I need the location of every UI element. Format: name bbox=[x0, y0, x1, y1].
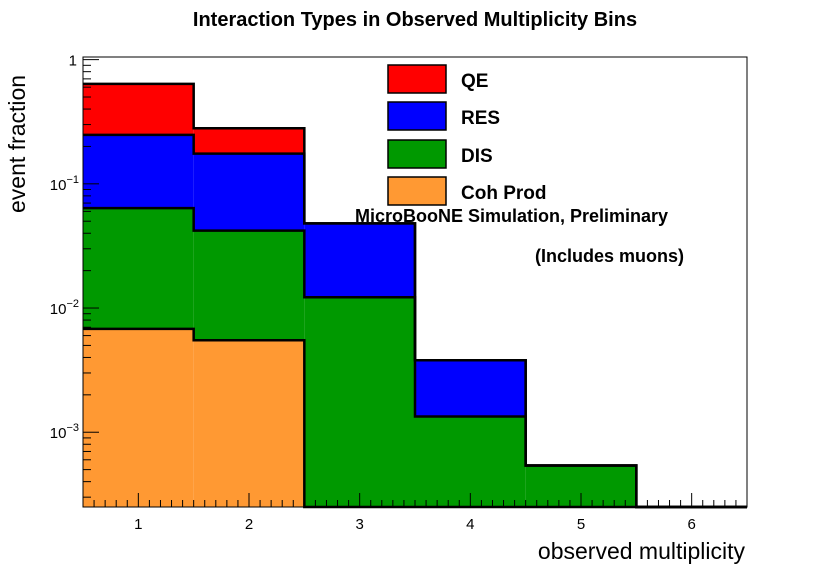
bar-dis-bin-4 bbox=[415, 416, 526, 507]
bar-qe-bin-1 bbox=[83, 83, 194, 135]
y-tick-label: 10−1 bbox=[50, 174, 79, 194]
bar-coh-prod-bin-1 bbox=[83, 328, 194, 507]
legend-swatch-res bbox=[387, 101, 447, 131]
x-tick-label: 3 bbox=[355, 516, 363, 533]
chart-title: Interaction Types in Observed Multiplici… bbox=[193, 9, 637, 31]
legend-swatch-coh-prod bbox=[387, 176, 447, 206]
annotation-simulation: MicroBooNE Simulation, Preliminary bbox=[355, 206, 668, 226]
legend-swatch-qe bbox=[387, 64, 447, 94]
legend: QE RES DIS Coh Prod bbox=[387, 64, 547, 206]
plot-area: 1 10−1 10−2 10−3 1 2 3 4 5 6 bbox=[50, 53, 748, 533]
y-tick-label: 10−2 bbox=[50, 298, 79, 318]
bar-dis-bin-2 bbox=[193, 230, 305, 341]
x-axis-label: observed multiplicity bbox=[538, 538, 746, 564]
bar-qe-bin-2 bbox=[193, 128, 305, 154]
x-tick-label: 5 bbox=[577, 516, 585, 533]
bar-dis-bin-3 bbox=[304, 297, 415, 507]
bar-res-bin-4 bbox=[415, 360, 526, 417]
histogram-bars bbox=[83, 82, 747, 509]
legend-label-dis: DIS bbox=[461, 146, 493, 167]
bar-res-bin-1 bbox=[83, 134, 194, 209]
x-tick-label: 2 bbox=[245, 516, 253, 533]
bar-res-bin-3 bbox=[304, 223, 415, 298]
outline-qe bbox=[83, 82, 747, 509]
legend-swatch-dis bbox=[387, 139, 447, 169]
legend-label-coh-prod: Coh Prod bbox=[461, 183, 547, 204]
bar-dis-bin-1 bbox=[83, 208, 194, 329]
bar-coh-prod-bin-2 bbox=[193, 340, 305, 507]
annotation-includes-muons: (Includes muons) bbox=[535, 246, 684, 266]
legend-label-res: RES bbox=[461, 108, 500, 129]
bar-res-bin-2 bbox=[193, 153, 305, 231]
x-tick-label: 6 bbox=[687, 516, 695, 533]
legend-label-qe: QE bbox=[461, 71, 488, 92]
y-axis: 1 10−1 10−2 10−3 bbox=[50, 53, 99, 498]
x-tick-label: 4 bbox=[466, 516, 474, 533]
y-axis-label: event fraction bbox=[4, 75, 30, 213]
x-tick-label: 1 bbox=[134, 516, 142, 533]
y-tick-label: 10−3 bbox=[50, 422, 79, 442]
y-tick-label: 1 bbox=[69, 53, 77, 70]
x-axis: 1 2 3 4 5 6 bbox=[82, 493, 748, 533]
